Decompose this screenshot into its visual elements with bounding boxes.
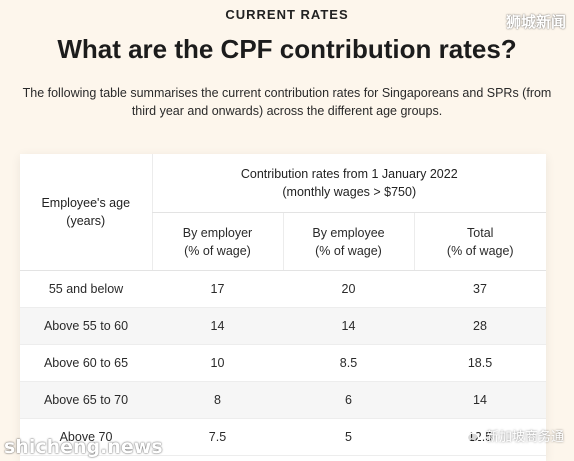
employee-rate-cell: 14 — [283, 307, 414, 345]
employer-column-header: By employer (% of wage) — [151, 212, 283, 271]
total-rate-cell: 37 — [414, 270, 547, 308]
total-rate-cell: 28 — [414, 307, 547, 345]
table-row: Above 70 7.5 5 12.5 — [20, 418, 547, 456]
employee-rate-cell: 5 — [283, 418, 414, 456]
employee-rate-cell: 20 — [283, 270, 414, 308]
total-rate-cell: 14 — [414, 381, 547, 419]
age-cell: 55 and below — [20, 270, 152, 308]
age-cell: Above 65 to 70 — [20, 381, 152, 419]
intro-paragraph: The following table summarises the curre… — [0, 84, 574, 120]
employer-rate-cell: 8 — [152, 381, 283, 419]
employee-column-header: By employee (% of wage) — [282, 212, 414, 271]
table-row: Above 65 to 70 8 6 14 — [20, 381, 547, 419]
table-row: Above 60 to 65 10 8.5 18.5 — [20, 344, 547, 382]
total-rate-cell: 18.5 — [414, 344, 547, 382]
contribution-rates-table-card: Employee's age (years) Contribution rate… — [20, 154, 547, 461]
intro-line-2: third year and onwards) across the diffe… — [131, 104, 443, 118]
employer-rate-cell: 7.5 — [152, 418, 283, 456]
age-cell: Above 60 to 65 — [20, 344, 152, 382]
employer-rate-cell: 14 — [152, 307, 283, 345]
employee-rate-cell: 6 — [283, 381, 414, 419]
intro-line-1: The following table summarises the curre… — [22, 86, 552, 100]
contribution-rates-table: Employee's age (years) Contribution rate… — [20, 154, 547, 456]
employer-rate-cell: 17 — [152, 270, 283, 308]
table-row: Above 55 to 60 14 14 28 — [20, 307, 547, 345]
page-title: What are the CPF contribution rates? — [57, 34, 517, 64]
total-column-header: Total (% of wage) — [413, 212, 547, 271]
employee-rate-cell: 8.5 — [283, 344, 414, 382]
wechat-icon — [460, 427, 480, 444]
watermark-bottom-right: 新加坡商务通 — [460, 426, 564, 445]
table-row: 55 and below 17 20 37 — [20, 270, 547, 308]
contribution-group-header: Contribution rates from 1 January 2022 (… — [151, 154, 547, 213]
age-cell: Above 55 to 60 — [20, 307, 152, 345]
watermark-bottom-left: shicheng.news — [4, 436, 163, 458]
age-column-header: Employee's age (years) — [20, 154, 152, 271]
employer-rate-cell: 10 — [152, 344, 283, 382]
watermark-account-name: 新加坡商务通 — [485, 429, 564, 444]
watermark-top-right: 狮城新闻 — [505, 14, 566, 31]
age-cell: Above 70 — [20, 418, 152, 456]
section-eyebrow: CURRENT RATES — [225, 7, 349, 22]
